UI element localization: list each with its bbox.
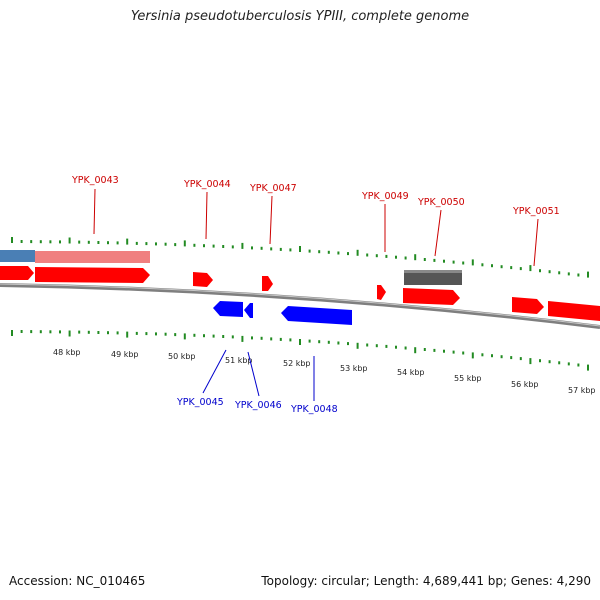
gene-arrow-reverse[interactable] — [244, 303, 253, 318]
gene-arrow-reverse[interactable] — [281, 306, 352, 325]
scale-labels: 48 kbp 49 kbp 50 kbp 51 kbp 52 kbp 53 kb… — [53, 348, 596, 395]
reverse-genes — [213, 301, 352, 325]
gene-label-forward[interactable]: YPK_0044 — [183, 179, 231, 190]
map-title: Yersinia pseudotuberculosis YPIII, compl… — [130, 9, 470, 24]
scale-label: 53 kbp — [340, 364, 368, 373]
gene-label-forward[interactable]: YPK_0051 — [512, 206, 560, 217]
gene-arrow-forward[interactable] — [403, 288, 460, 305]
bottom-gene-labels: YPK_0045 YPK_0046 YPK_0048 — [176, 397, 338, 415]
genome-summary-text: Topology: circular; Length: 4,689,441 bp… — [261, 574, 591, 588]
genome-backbone-highlight — [0, 283, 600, 327]
genome-backbone — [0, 283, 600, 329]
gene-label-reverse[interactable]: YPK_0045 — [176, 397, 224, 408]
top-label-leaders — [93, 188, 539, 267]
gene-label-forward[interactable]: YPK_0049 — [361, 191, 409, 202]
gene-arrow-forward[interactable] — [262, 276, 273, 291]
top-gene-labels: YPK_0043 YPK_0044 YPK_0047 YPK_0049 YPK_… — [71, 175, 560, 217]
gene-label-reverse[interactable]: YPK_0048 — [290, 404, 338, 415]
gene-label-forward[interactable]: YPK_0050 — [417, 197, 465, 208]
region-highlight-pink — [35, 251, 150, 263]
gene-label-forward[interactable]: YPK_0043 — [71, 175, 119, 186]
scale-label: 55 kbp — [454, 374, 482, 383]
scale-label: 56 kbp — [511, 380, 539, 389]
gene-arrow-forward[interactable] — [193, 272, 213, 287]
gene-arrow-forward[interactable] — [377, 285, 386, 300]
gene-arrow-forward[interactable] — [512, 297, 544, 314]
region-highlight-blue — [0, 250, 35, 262]
gene-label-forward[interactable]: YPK_0047 — [249, 183, 297, 194]
scale-label: 51 kbp — [225, 356, 253, 365]
bottom-label-leaders — [202, 349, 315, 401]
gene-arrow-reverse[interactable] — [213, 301, 243, 317]
scale-label: 52 kbp — [283, 359, 311, 368]
minor-ticks-bottom — [11, 330, 589, 371]
gene-arrow-forward[interactable] — [35, 267, 150, 283]
gene-arrow-forward[interactable] — [0, 266, 34, 280]
gene-label-reverse[interactable]: YPK_0046 — [234, 400, 282, 411]
scale-label: 48 kbp — [53, 348, 81, 357]
minor-ticks-top — [11, 237, 589, 278]
pseudo-gene-bar-highlight — [404, 270, 462, 273]
scale-label: 57 kbp — [568, 386, 596, 395]
accession-text: Accession: NC_010465 — [9, 574, 146, 588]
scale-label: 49 kbp — [111, 350, 139, 359]
pseudo-gene-bar[interactable] — [404, 270, 462, 285]
scale-label: 50 kbp — [168, 352, 196, 361]
gene-arrow-forward[interactable] — [548, 301, 600, 321]
forward-genes — [0, 266, 600, 321]
scale-label: 54 kbp — [397, 368, 425, 377]
